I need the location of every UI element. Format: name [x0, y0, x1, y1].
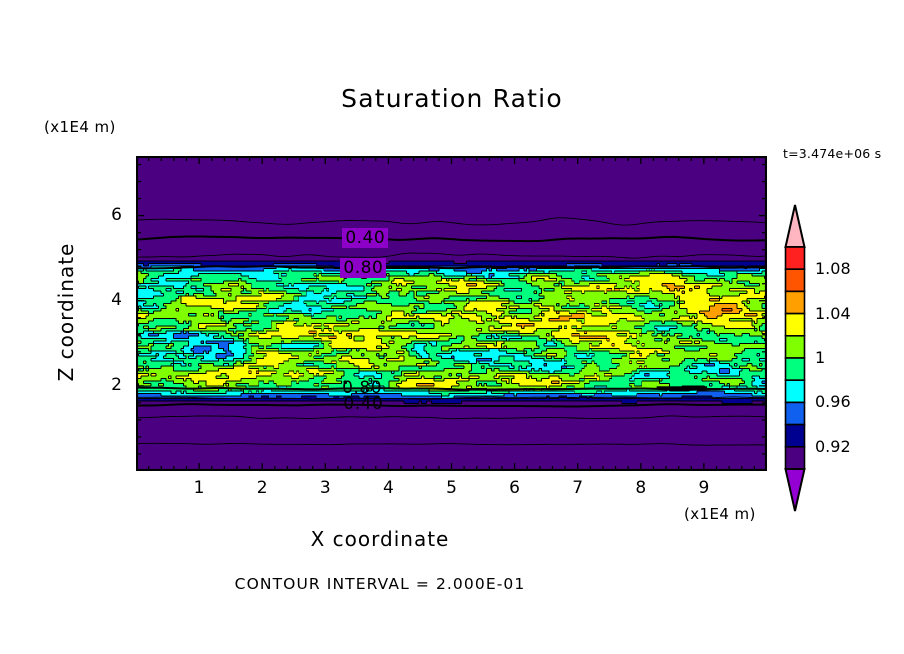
contour-line-label: 0.80	[342, 378, 383, 399]
colorbar-tick-label: 0.96	[815, 392, 851, 412]
x-tick-label: 4	[382, 478, 394, 498]
contour-plot-area	[136, 156, 767, 471]
time-annotation: t=3.474e+06 s	[783, 146, 882, 161]
x-axis-unit-label: (x1E4 m)	[684, 505, 756, 523]
colorbar[interactable]	[783, 203, 807, 513]
x-axis-title: X coordinate	[310, 527, 450, 551]
colorbar-tick-label: 0.92	[815, 436, 851, 456]
x-tick-label: 3	[319, 478, 331, 498]
plot-frame	[136, 156, 767, 471]
colorbar-tick-label: 1	[815, 348, 826, 367]
contour-interval-note: CONTOUR INTERVAL = 2.000E-01	[234, 575, 526, 593]
x-tick-label: 1	[193, 478, 205, 498]
saturation-field	[136, 156, 767, 471]
contour-line-label: 0.40	[342, 228, 389, 248]
contour-line-label: 0.80	[340, 257, 387, 278]
x-tick-label: 5	[446, 478, 457, 498]
x-tick-label: 6	[509, 478, 520, 498]
x-tick-label: 9	[698, 478, 710, 498]
y-tick-label: 4	[111, 289, 122, 310]
x-tick-label: 7	[572, 478, 584, 498]
y-axis-unit-label: (x1E4 m)	[44, 118, 116, 136]
colorbar-tick-label: 1.04	[815, 303, 851, 323]
chart-title: Saturation Ratio	[341, 84, 563, 113]
x-tick-label: 8	[635, 478, 647, 498]
contour-line-label: 0.40	[343, 394, 384, 415]
y-tick-label: 2	[111, 374, 122, 395]
x-tick-label: 2	[256, 478, 268, 498]
colorbar-tick-label: 1.08	[815, 259, 851, 279]
y-axis-title: Z coordinate	[54, 242, 78, 382]
y-tick-label: 6	[111, 204, 122, 225]
